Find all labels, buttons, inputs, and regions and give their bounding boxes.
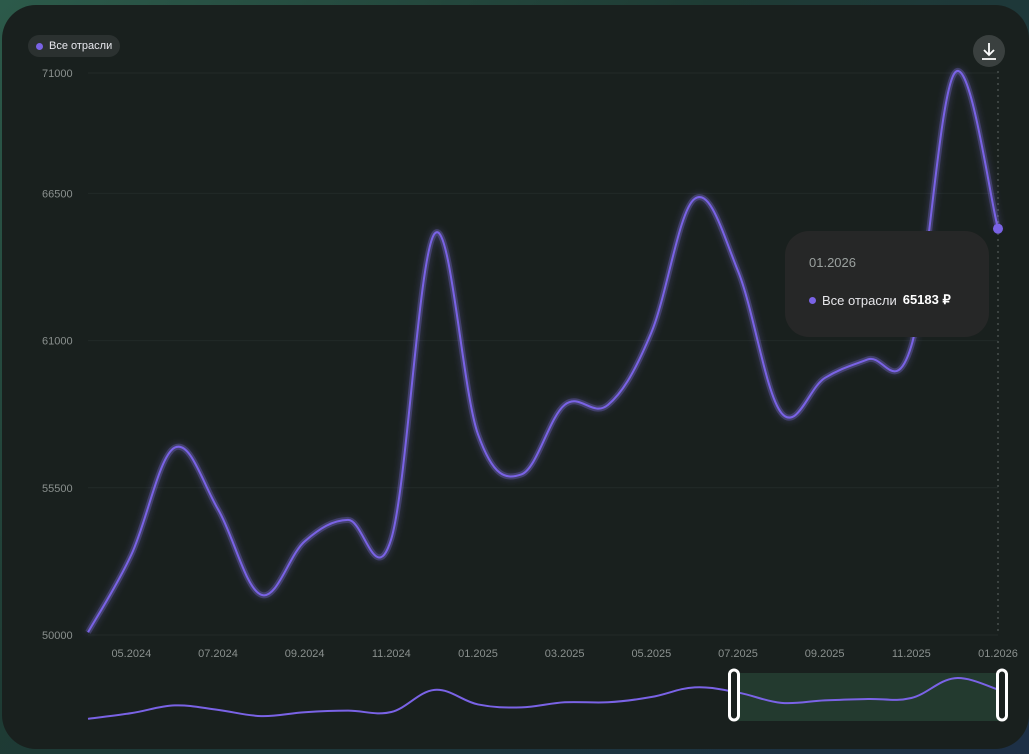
active-data-point[interactable]	[993, 223, 1003, 234]
y-tick-label: 55500	[42, 483, 73, 495]
series-line-glow	[85, 67, 1001, 634]
x-tick-label: 05.2025	[631, 648, 671, 660]
x-tick-label: 09.2025	[805, 648, 845, 660]
y-tick-label: 50000	[42, 630, 73, 642]
data-point[interactable]	[865, 356, 871, 362]
tooltip-value: 65183 ₽	[902, 292, 951, 307]
data-point[interactable]	[302, 538, 308, 544]
data-point[interactable]	[345, 517, 351, 523]
y-tick-label: 61000	[42, 336, 73, 348]
legend-item-all-industries[interactable]: Все отрасли	[28, 35, 121, 57]
data-point[interactable]	[735, 268, 741, 274]
x-tick-label: 01.2026	[978, 648, 1018, 660]
tooltip: 01.2026 Все отрасли 65183 ₽	[785, 231, 989, 337]
download-icon	[982, 43, 996, 60]
x-tick-label: 09.2024	[285, 648, 325, 660]
data-point[interactable]	[778, 410, 784, 416]
x-tick-label: 01.2025	[458, 648, 498, 660]
tooltip-row: Все отрасли 65183 ₽	[809, 292, 965, 308]
y-tick-label: 66500	[42, 188, 73, 200]
x-tick-label: 05.2024	[111, 648, 151, 660]
data-point[interactable]	[215, 506, 221, 512]
data-point[interactable]	[432, 231, 438, 237]
data-point[interactable]	[128, 552, 134, 558]
data-point[interactable]	[172, 445, 178, 451]
data-point[interactable]	[822, 375, 828, 381]
data-point[interactable]	[85, 629, 91, 635]
x-tick-label: 11.2025	[892, 648, 931, 660]
x-tick-label: 07.2025	[718, 648, 758, 660]
x-tick-label: 11.2024	[372, 648, 411, 660]
tooltip-series-dot	[809, 296, 816, 304]
x-tick-label: 07.2024	[198, 648, 238, 660]
data-point[interactable]	[908, 343, 914, 349]
data-point[interactable]	[952, 70, 958, 76]
line-chart: 71000 66500 61000 55500 50000 05.2024 07.2024…	[42, 67, 1018, 722]
data-point[interactable]	[518, 471, 524, 477]
download-button[interactable]	[973, 35, 1005, 67]
tooltip-series-name: Все отрасли	[822, 292, 897, 308]
data-point[interactable]	[605, 402, 611, 408]
tooltip-date: 01.2026	[809, 255, 856, 270]
series-line-all-industries	[87, 69, 999, 633]
data-point[interactable]	[475, 431, 481, 437]
legend-label: Все отрасли	[49, 40, 113, 52]
navigator-handle-left[interactable]	[728, 668, 740, 722]
data-point[interactable]	[692, 196, 698, 202]
y-tick-label: 71000	[42, 68, 73, 80]
data-point[interactable]	[648, 330, 654, 336]
data-point[interactable]	[562, 402, 568, 408]
navigator-handle-right[interactable]	[996, 668, 1008, 722]
navigator-selected-window[interactable]	[734, 673, 1002, 721]
legend-color-dot	[36, 42, 43, 50]
navigator-series-line	[87, 677, 999, 720]
data-point[interactable]	[258, 592, 264, 598]
chart-card: 71000 66500 61000 55500 50000 05.2024 07.2024…	[2, 5, 1029, 749]
data-point[interactable]	[388, 536, 394, 542]
range-navigator[interactable]	[87, 668, 1008, 722]
x-tick-label: 03.2025	[545, 648, 585, 660]
